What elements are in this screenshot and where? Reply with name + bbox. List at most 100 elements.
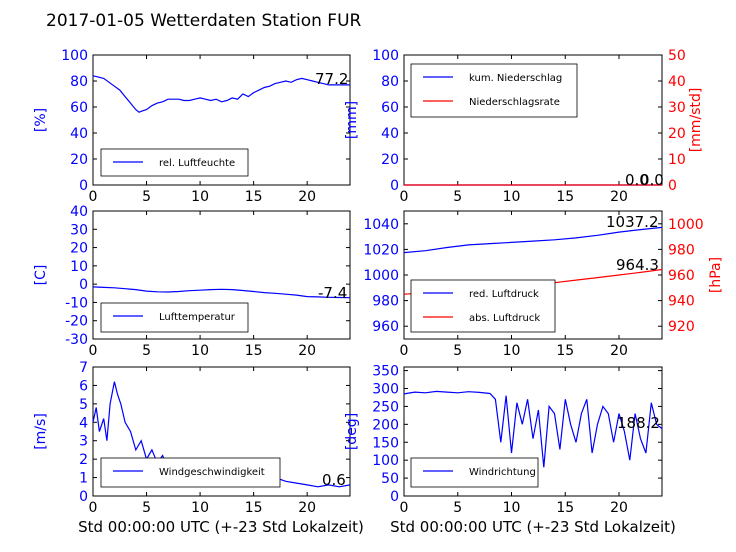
series-line-1	[403, 390, 663, 468]
series-line-1	[92, 286, 351, 299]
plot-frame	[92, 210, 351, 340]
plot-frame	[92, 54, 351, 186]
legend-box	[410, 279, 556, 333]
y-axis-label: [C]	[33, 265, 49, 286]
current-value-label: 0.6	[322, 471, 346, 489]
series-line-1	[403, 226, 663, 254]
y-axis-label: [deg]	[344, 413, 360, 450]
x-tick-label: 15	[556, 343, 574, 359]
y-tick-label: 960	[372, 319, 399, 335]
y-tick-label: 40	[70, 204, 88, 220]
y-tick-label: 0	[390, 489, 399, 505]
y-tick-label: 20	[381, 152, 399, 168]
legend: red. Luftdruck abs. Luftdruck	[410, 279, 556, 333]
y-tick-label: 1000	[363, 268, 399, 284]
x-tick-label: 0	[400, 189, 409, 205]
y-tick-label: 1040	[363, 217, 399, 233]
x-tick-label: 5	[142, 189, 151, 205]
y-right-tick-label: 10	[668, 152, 686, 168]
y-right-tick-label: 940	[668, 294, 695, 310]
y-tick-label: 3	[79, 434, 88, 450]
y-right-tick-label: 50	[668, 48, 686, 64]
figure-title: 2017-01-05 Wetterdaten Station FUR	[46, 11, 362, 31]
x-tick-label: 20	[610, 500, 628, 516]
x-tick-label: 20	[298, 343, 316, 359]
y-tick-label: 80	[70, 74, 88, 90]
y-tick-label: 0	[79, 489, 88, 505]
y-tick-label: 150	[372, 435, 399, 451]
current-value-label: 0.0	[625, 171, 649, 189]
x-tick-label: 5	[142, 343, 151, 359]
x-tick-label: 15	[556, 500, 574, 516]
y-right-tick-label: 0	[668, 178, 677, 194]
x-axis-label-left: Std 00:00:00 UTC (+-23 Std Lokalzeit)	[78, 518, 364, 536]
y-tick-label: 0	[79, 277, 88, 293]
y-right-tick-label: 40	[668, 74, 686, 90]
y-tick-label: 1	[79, 471, 88, 487]
x-tick-label: 0	[89, 343, 98, 359]
y-tick-label: -20	[65, 314, 88, 330]
x-tick-label: 10	[191, 189, 209, 205]
y-tick-label: 0	[390, 178, 399, 194]
x-tick-label: 0	[400, 343, 409, 359]
x-tick-label: 15	[556, 189, 574, 205]
current-value-label-2: 0.0	[640, 171, 664, 189]
x-tick-label: 15	[245, 189, 263, 205]
legend-entry: abs. Luftdruck	[469, 313, 540, 324]
y-right-tick-label: 960	[668, 268, 695, 284]
legend: kum. Niederschlag Niederschlagsrate	[410, 63, 578, 118]
current-value-label: -7.4	[318, 284, 347, 302]
current-value-label-2: 964.3	[616, 256, 659, 274]
y-tick-label: 0	[79, 178, 88, 194]
y-tick-label: -10	[65, 295, 88, 311]
x-tick-label: 10	[503, 500, 521, 516]
y-axis-label: [m/s]	[33, 413, 49, 450]
y-tick-label: 20	[70, 152, 88, 168]
x-tick-label: 15	[245, 343, 263, 359]
x-tick-label: 20	[610, 189, 628, 205]
panel-pressure: 0 5 10 15 20 960 980 1000 1020 1040 920 940 960 980 10…	[363, 210, 724, 359]
y-tick-label: 40	[70, 126, 88, 142]
y-right-tick-label: 920	[668, 319, 695, 335]
legend-box	[410, 457, 539, 488]
panel-wind-speed: 0 5 10 15 2001234567[m/s]Windgeschwindigkeit…	[33, 360, 351, 516]
y-axis-label: [%]	[33, 108, 49, 132]
y-tick-label: 60	[70, 100, 88, 116]
x-axis-label-right: Std 00:00:00 UTC (+-23 Std Lokalzeit)	[390, 518, 676, 536]
x-tick-label: 20	[298, 500, 316, 516]
x-tick-label: 5	[453, 500, 462, 516]
y-tick-label: 250	[372, 399, 399, 415]
legend-entry: Windrichtung	[469, 467, 536, 478]
y-tick-label: 50	[381, 471, 399, 487]
y-tick-label: 20	[70, 241, 88, 257]
x-tick-label: 0	[89, 189, 98, 205]
legend-entry: Lufttemperatur	[159, 312, 236, 323]
legend-box	[410, 63, 578, 118]
legend-entry: Windgeschwindigkeit	[159, 467, 265, 478]
plot-frame	[92, 366, 351, 497]
y-tick-label: 60	[381, 100, 399, 116]
y-tick-label: 200	[372, 417, 399, 433]
y-tick-label: 980	[372, 294, 399, 310]
x-tick-label: 0	[89, 500, 98, 516]
y-right-axis-label: [mm/std]	[688, 88, 704, 153]
legend-entry: Niederschlagsrate	[469, 97, 560, 108]
x-tick-label: 15	[245, 500, 263, 516]
panel-precipitation: 0 5 10 15 20 0 20 40 60 80 100 0 10 20 30 40 50 [mm] [mm/s…	[344, 48, 704, 205]
series-line-1	[92, 75, 350, 113]
x-tick-label: 0	[400, 500, 409, 516]
x-tick-label: 5	[453, 189, 462, 205]
x-tick-label: 20	[610, 343, 628, 359]
y-right-tick-label: 20	[668, 126, 686, 142]
current-value-label: 1037.2	[606, 213, 659, 231]
y-tick-label: 1020	[363, 242, 399, 258]
x-tick-label: 20	[298, 189, 316, 205]
legend-box	[100, 457, 281, 488]
legend-entry: red. Luftdruck	[469, 289, 539, 300]
y-right-tick-label: 30	[668, 100, 686, 116]
legend: Windgeschwindigkeit	[100, 457, 281, 488]
x-tick-label: 10	[191, 500, 209, 516]
y-tick-label: 10	[70, 259, 88, 275]
